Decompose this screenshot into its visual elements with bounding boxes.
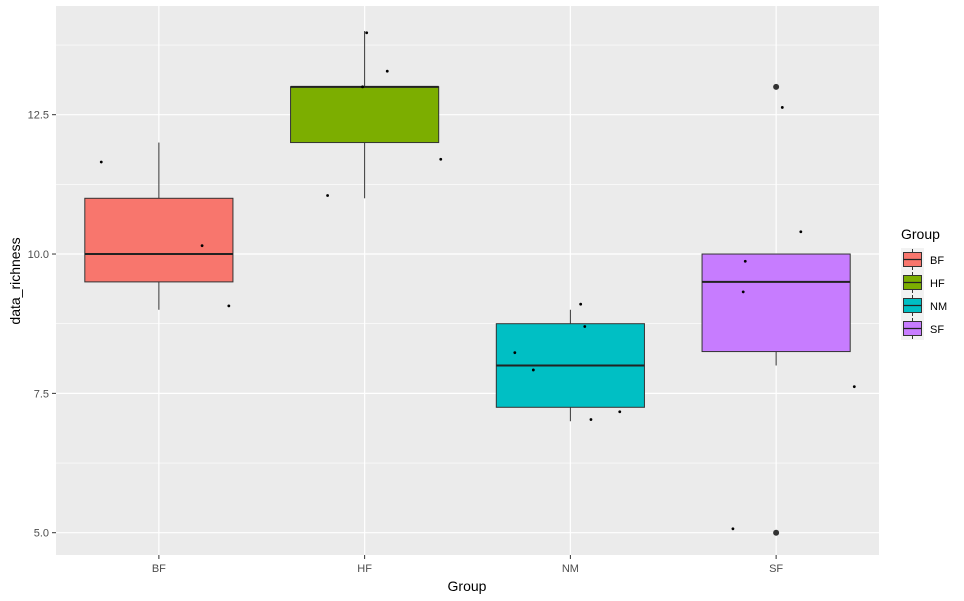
outlier-point <box>773 83 780 90</box>
box-sf <box>701 83 851 536</box>
data-point <box>531 368 535 372</box>
y-tick-label: 12.5 <box>28 110 49 122</box>
x-axis: BF HF NM SF <box>152 555 783 575</box>
outlier-point <box>773 529 780 536</box>
data-point <box>513 351 517 355</box>
legend-item-bf: BF <box>901 248 944 271</box>
data-point <box>385 69 389 73</box>
data-point <box>439 157 443 161</box>
data-point <box>743 259 747 263</box>
data-point <box>361 85 364 89</box>
data-point <box>589 418 593 421</box>
data-point <box>731 527 735 531</box>
y-tick-label: 10.0 <box>28 249 49 261</box>
legend-label: HF <box>930 278 945 290</box>
x-tick-label: HF <box>357 563 372 575</box>
data-point <box>618 410 622 414</box>
y-tick-label: 5.0 <box>34 528 49 540</box>
data-point <box>200 244 204 248</box>
x-tick-label: BF <box>152 563 166 575</box>
legend-label: BF <box>930 255 944 267</box>
box-nm <box>495 309 645 422</box>
box-body <box>290 86 440 144</box>
x-tick-label: NM <box>562 563 579 575</box>
box-body <box>701 253 851 353</box>
data-point <box>579 302 583 306</box>
data-point <box>780 106 784 109</box>
y-axis: 5.0 7.5 10.0 12.5 <box>28 110 56 540</box>
legend-label: SF <box>930 324 944 336</box>
box-bf <box>84 142 234 310</box>
y-tick-label: 7.5 <box>34 388 49 400</box>
box-layer <box>84 31 851 536</box>
box-body <box>84 197 234 283</box>
data-point <box>227 304 231 308</box>
legend-label: NM <box>930 301 947 313</box>
data-point <box>852 385 856 389</box>
legend-item-hf: HF <box>901 271 945 294</box>
x-tick-label: SF <box>769 563 783 575</box>
data-point <box>365 31 369 35</box>
legend-title: Group <box>901 226 940 242</box>
data-point <box>741 290 745 294</box>
legend-item-sf: SF <box>901 317 944 340</box>
y-axis-title: data_richness <box>7 237 23 324</box>
legend: Group BF HF NM SF <box>901 226 947 340</box>
data-point <box>799 230 803 234</box>
data-point <box>583 325 587 328</box>
x-axis-title: Group <box>448 578 487 594</box>
data-point <box>99 160 103 164</box>
legend-item-nm: NM <box>901 294 947 317</box>
jitter-layer <box>99 31 856 531</box>
box-hf <box>290 31 440 199</box>
data-point <box>326 194 329 197</box>
